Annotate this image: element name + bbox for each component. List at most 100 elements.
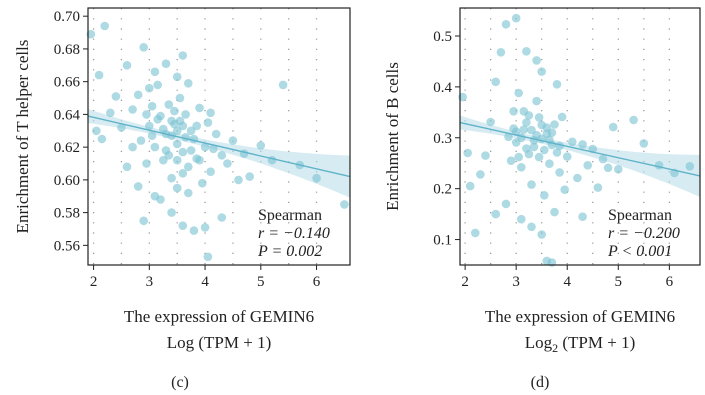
panel-d-point-32 <box>560 185 569 194</box>
panel-d-ticks: 2 3 4 5 6 0.1 0.2 0.3 0.4 0.5 <box>433 29 673 290</box>
panel-c-point-29 <box>186 126 196 136</box>
panel-d-ytick-label-1: 0.2 <box>433 182 452 198</box>
panel-c-point-76 <box>159 124 168 134</box>
panel-c-point-50 <box>161 59 171 68</box>
panel-d-regression-line <box>459 121 701 177</box>
panel-c-point-12 <box>139 43 148 52</box>
panel-c-point-59 <box>203 252 213 262</box>
panel-d-point-52 <box>522 47 531 56</box>
panel-d-point-28 <box>550 207 559 217</box>
panel-d-stat-r: r = −0.200 <box>608 225 680 242</box>
panel-d-point-41 <box>603 163 613 173</box>
panel-c-point-52 <box>178 51 188 60</box>
panel-c-point-82 <box>142 110 151 119</box>
panel-c-point-63 <box>172 183 182 193</box>
panel-c-point-38 <box>217 151 227 160</box>
panel-d-point-1 <box>463 148 473 158</box>
panel-d-point-11 <box>506 156 516 165</box>
panel-c-frame <box>87 7 351 266</box>
panel-d-point-58 <box>517 214 526 224</box>
panel-c-point-75 <box>164 151 174 160</box>
panel-c-point-80 <box>153 115 162 124</box>
panel-c-point-46 <box>278 80 288 90</box>
panel-c-xtick-label-1: 3 <box>146 274 154 290</box>
panel-c-point-78 <box>186 146 196 155</box>
panel-c-point-27 <box>181 110 190 119</box>
panel-d-point-37 <box>583 161 592 170</box>
panel-c-point-36 <box>206 167 215 176</box>
panel-d-point-73 <box>524 149 534 159</box>
panel-c-point-40 <box>228 136 238 145</box>
panel-c-point-28 <box>184 162 193 172</box>
panel-c-point-14 <box>145 121 154 131</box>
panel-c-regression-line <box>87 115 351 178</box>
panel-d-point-21 <box>532 96 541 106</box>
panel-c-point-32 <box>195 103 204 113</box>
panel-c-x-axis-label: The expression of GEMIN6 <box>124 307 314 326</box>
panel-d-confidence-band <box>460 115 700 198</box>
panel-d-x-unit-subscript: 2 <box>552 341 558 355</box>
panel-c-point-48 <box>312 173 321 183</box>
panel-d-point-64 <box>522 118 531 127</box>
panel-d-point-14 <box>514 88 523 98</box>
panel-d-x-axis-unit: Log2 (TPM + 1) <box>525 333 636 355</box>
panel-c-point-87 <box>172 126 182 136</box>
panel-c-point-64 <box>184 188 193 198</box>
panel-c-point-62 <box>139 216 148 226</box>
panel-d-point-35 <box>573 173 582 183</box>
panel-c-point-60 <box>150 191 160 201</box>
panel-d-point-42 <box>608 122 618 132</box>
panel-c-y-axis-label: Enrichment of T helper cells <box>13 40 32 234</box>
panel-c-point-33 <box>198 178 207 188</box>
panel-d-point-39 <box>593 183 603 192</box>
panel-c-points <box>86 21 349 262</box>
panel-d-x-axis-label: The expression of GEMIN6 <box>485 307 675 326</box>
panel-d-point-61 <box>578 212 587 221</box>
panel-d-point-8 <box>496 48 506 57</box>
panel-c-point-57 <box>189 226 199 235</box>
panel-d-point-7 <box>491 77 501 87</box>
panel-c-point-89 <box>178 121 188 131</box>
panel-d-point-59 <box>527 222 536 232</box>
panel-d-point-31 <box>557 112 567 122</box>
panel-c-point-67 <box>122 162 132 172</box>
panel-c-point-16 <box>150 142 160 152</box>
panel-c-xtick-label-2: 4 <box>201 274 209 290</box>
panel-c-chart: 2 3 4 5 6 0.56 0.58 0.60 0.62 0.64 0.66 0.68 0.70 Sp… <box>13 7 351 391</box>
panel-c-point-55 <box>167 208 176 217</box>
panel-c-point-66 <box>128 142 137 152</box>
panel-c-ytick-label-7: 0.70 <box>54 9 80 25</box>
panel-d-ytick-label-2: 0.3 <box>433 131 452 147</box>
panel-c-point-43 <box>245 172 254 181</box>
panel-c-point-72 <box>172 155 182 165</box>
panel-d-point-54 <box>537 67 546 76</box>
panel-d-xtick-label-3: 5 <box>615 274 623 290</box>
panel-d-point-78 <box>509 124 518 133</box>
panel-d-points <box>458 13 695 267</box>
panel-d-point-9 <box>501 20 511 29</box>
panel-c-point-83 <box>178 169 188 178</box>
panel-c-xtick-label-3: 5 <box>257 274 265 290</box>
panel-c-ytick-label-5: 0.66 <box>54 75 81 91</box>
panel-c-point-17 <box>153 80 162 90</box>
panel-c-xtick-label-4: 6 <box>313 274 321 290</box>
panel-c-point-5 <box>97 134 107 144</box>
panel-c-point-15 <box>147 101 157 111</box>
panel-c-point-22 <box>167 173 176 183</box>
panel-c-point-9 <box>128 105 137 114</box>
panel-d-point-57 <box>501 199 511 209</box>
panel-c-point-37 <box>211 129 221 139</box>
panel-d-x-unit-suffix: (TPM + 1) <box>558 333 635 352</box>
panel-c-ytick-label-2: 0.60 <box>54 173 80 189</box>
panel-d-point-12 <box>509 107 518 116</box>
panel-c-point-26 <box>178 147 188 157</box>
panel-d-point-69 <box>547 128 557 137</box>
panel-c-point-7 <box>117 123 126 132</box>
panel-d-point-3 <box>471 228 480 238</box>
panel-c-point-21 <box>164 100 174 109</box>
panel-c-point-34 <box>200 142 210 152</box>
panel-d-chart: 2 3 4 5 6 0.1 0.2 0.3 0.4 0.5 Spearman r = −0.200… <box>383 7 701 391</box>
panel-c-point-41 <box>234 175 243 185</box>
panel-d-point-48 <box>685 162 695 171</box>
panel-c-point-84 <box>195 155 204 165</box>
